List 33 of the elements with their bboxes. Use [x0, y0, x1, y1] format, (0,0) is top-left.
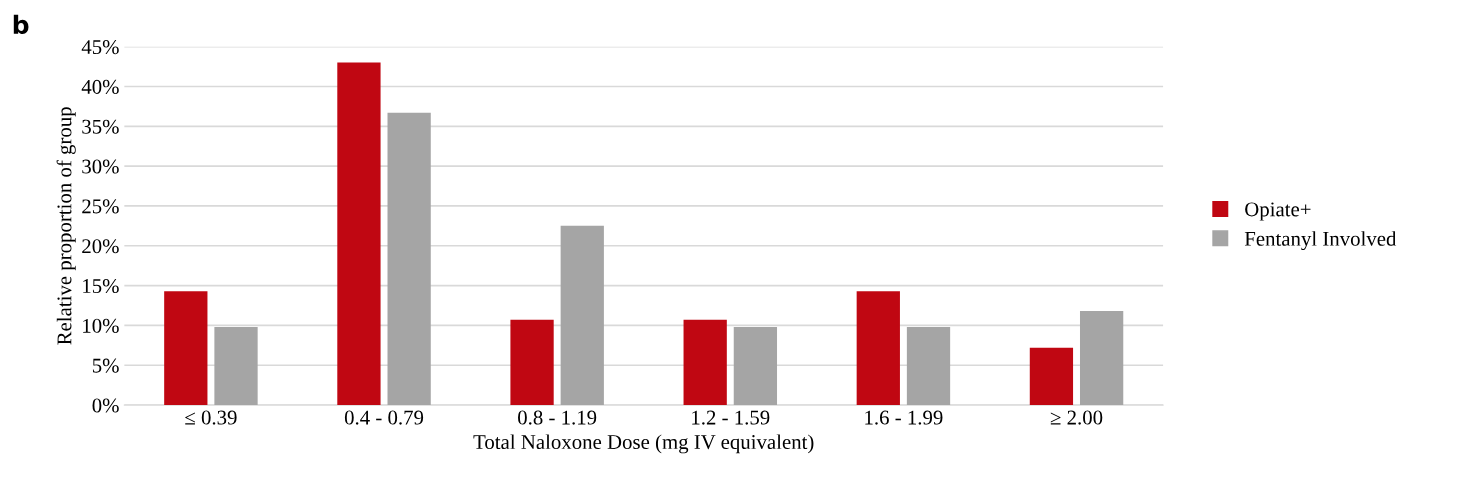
x-tick-label: 1.2 - 1.59 [692, 410, 770, 425]
y-tick-label: 25% [82, 199, 119, 214]
legend-label: Opiate+ [1245, 202, 1311, 221]
bar [1029, 347, 1074, 406]
y-tick-label: 15% [83, 278, 119, 294]
bar [683, 319, 727, 406]
y-axis-title: Relative proportion of group [56, 107, 76, 345]
y-tick-label: 30% [82, 159, 119, 174]
y-tick-label: 35% [82, 119, 119, 134]
bar [906, 327, 951, 406]
bar [387, 112, 431, 406]
bar [164, 291, 208, 406]
y-tick-label: 20% [82, 239, 119, 254]
x-tick-label: 0.8 - 1.19 [518, 410, 597, 425]
y-tick-label: 0% [92, 398, 119, 413]
x-tick-label: 1.6 - 1.99 [865, 410, 943, 425]
bar [1079, 311, 1124, 406]
text: b [13, 14, 29, 35]
bar [510, 319, 554, 406]
y-tick-label: 10% [83, 318, 119, 333]
bar [214, 327, 258, 406]
x-axis-title: Total Naloxone Dose (mg IV equivalent) [473, 434, 814, 454]
legend-label: Fentanyl Involved [1244, 231, 1397, 251]
y-tick-label: 40% [81, 79, 119, 94]
bar [560, 225, 604, 406]
x-tick-label: 0.4 - 0.79 [344, 410, 424, 425]
y-tick-label: 45% [81, 40, 119, 55]
bar [733, 327, 778, 406]
bar [337, 62, 381, 406]
x-tick-label: ≤ 0.39 [185, 410, 237, 425]
bar [856, 291, 900, 406]
y-tick-label: 5% [92, 358, 119, 373]
x-tick-label: ≥ 2.00 [1050, 410, 1103, 425]
